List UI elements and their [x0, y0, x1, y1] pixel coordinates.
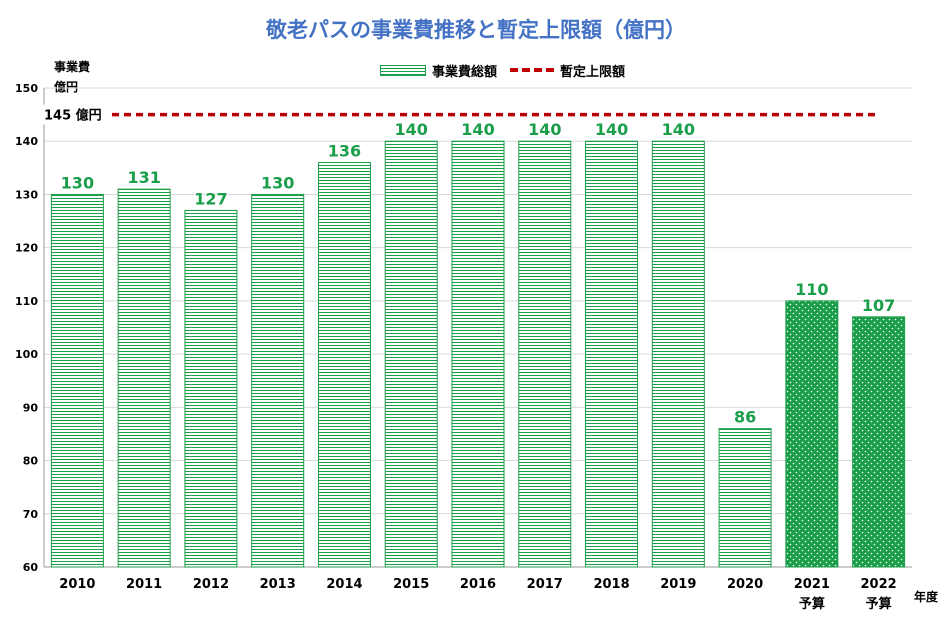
- x-tick-label: 2019: [660, 577, 696, 592]
- x-tick-label: 2021: [794, 577, 830, 592]
- reference-label-bg: [40, 104, 108, 125]
- y-tick-label: 140: [15, 135, 38, 148]
- data-label: 127: [194, 189, 227, 208]
- bar-2021: [785, 300, 839, 568]
- x-axis-unit: 年度: [914, 590, 939, 604]
- data-label: 110: [795, 280, 828, 299]
- bar-2010: [50, 193, 104, 568]
- y-axis-label-line1: 事業費: [54, 60, 91, 74]
- bar-2015: [384, 140, 438, 568]
- bar-2016: [451, 140, 505, 568]
- data-label: 86: [734, 408, 756, 427]
- bar-2012: [184, 209, 238, 568]
- data-label: 107: [862, 296, 895, 315]
- data-label: 140: [662, 120, 695, 139]
- reference-label: 145 億円: [44, 108, 102, 124]
- x-tick-label: 2016: [460, 577, 496, 592]
- y-tick-label: 150: [15, 82, 38, 95]
- y-tick-label: 60: [23, 561, 39, 574]
- bar-2022: [852, 316, 906, 568]
- bar-2017: [518, 140, 572, 568]
- data-label: 130: [261, 173, 294, 192]
- legend-label-ref: 暫定上限額: [560, 64, 626, 80]
- y-axis-label-line2: 億円: [54, 80, 79, 94]
- y-tick-label: 110: [15, 295, 38, 308]
- bar-2018: [585, 140, 639, 568]
- data-label: 131: [127, 168, 160, 187]
- x-tick-label: 2011: [126, 577, 162, 592]
- bar-2020: [718, 428, 772, 568]
- bar-2019: [651, 140, 705, 568]
- y-tick-label: 100: [15, 348, 38, 361]
- x-tick-label: 2013: [260, 577, 296, 592]
- x-tick-label: 2010: [59, 577, 95, 592]
- y-tick-label: 90: [23, 401, 39, 414]
- y-tick-label: 70: [23, 508, 39, 521]
- legend-item-total: 事業費総額: [380, 60, 497, 80]
- legend-swatch-ref: [510, 68, 554, 72]
- x-tick-label: 2012: [193, 577, 229, 592]
- legend-label-total: 事業費総額: [432, 64, 498, 80]
- y-tick-label: 80: [23, 455, 39, 468]
- x-tick-label: 2020: [727, 577, 763, 592]
- data-label: 140: [395, 120, 428, 139]
- data-label: 140: [595, 120, 628, 139]
- x-tick-label: 2014: [326, 577, 362, 592]
- data-label: 140: [528, 120, 561, 139]
- legend-swatch-bars: [380, 64, 426, 76]
- chart-title: 敬老パスの事業費推移と暫定上限額（億円）: [266, 18, 686, 42]
- legend-item-ref: 暫定上限額: [510, 60, 625, 80]
- y-tick-label: 120: [15, 242, 38, 255]
- bar-2014: [317, 162, 371, 568]
- x-tick-label: 2018: [593, 577, 629, 592]
- y-tick-label: 130: [15, 188, 38, 201]
- data-label: 130: [61, 173, 94, 192]
- bar-2013: [251, 193, 305, 568]
- x-tick-label: 2017: [527, 577, 563, 592]
- bar-2011: [117, 188, 171, 568]
- x-tick-label: 2015: [393, 577, 429, 592]
- x-tick-label: 2022: [861, 577, 897, 592]
- data-label: 136: [328, 142, 361, 161]
- x-tick-sublabel: 予算: [799, 596, 825, 612]
- x-tick-sublabel: 予算: [866, 596, 892, 612]
- data-label: 140: [461, 120, 494, 139]
